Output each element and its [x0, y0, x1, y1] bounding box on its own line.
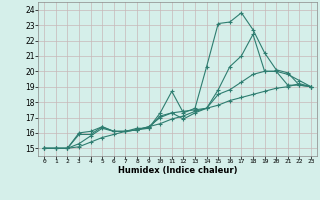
- X-axis label: Humidex (Indice chaleur): Humidex (Indice chaleur): [118, 166, 237, 175]
